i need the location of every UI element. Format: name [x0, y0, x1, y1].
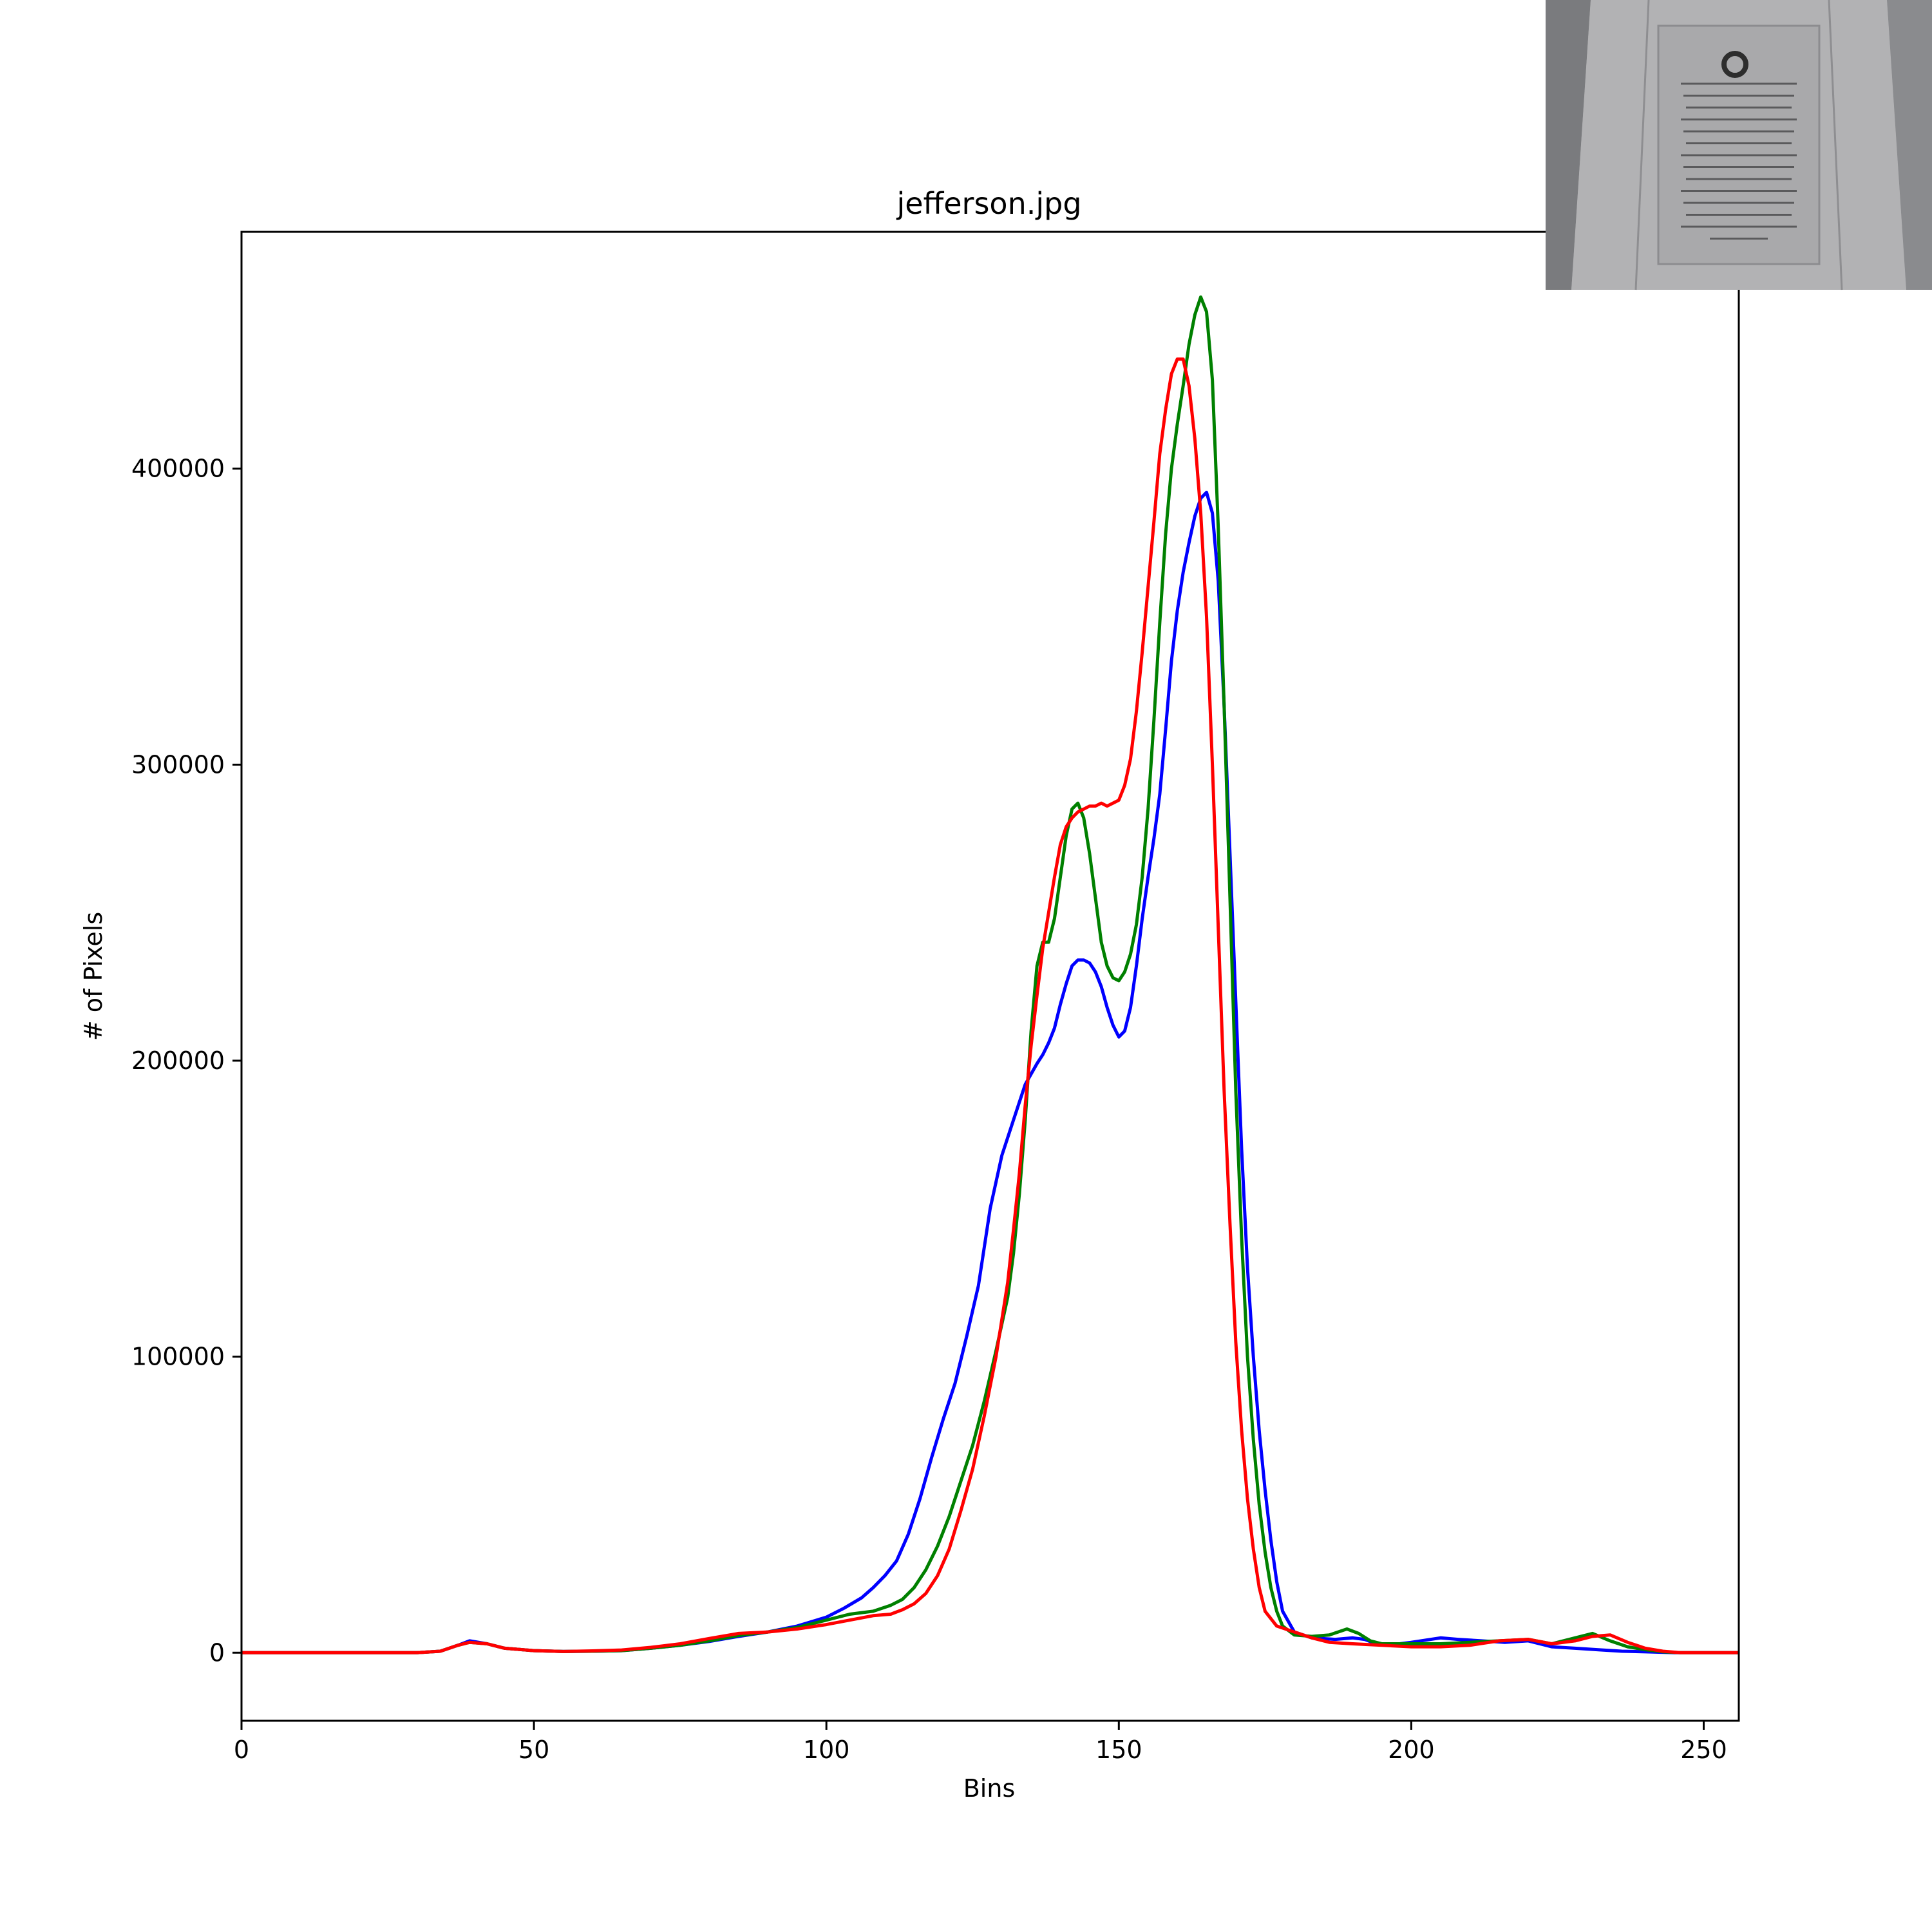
- thumbnail-image: [1546, 0, 1932, 290]
- y-tick-label: 300000: [131, 750, 225, 779]
- y-axis-ticks: 0 100000 200000 300000 400000: [131, 455, 242, 1667]
- x-tick-label: 200: [1388, 1736, 1435, 1764]
- series-layer: [242, 295, 1739, 1654]
- y-axis-label: # of Pixels: [79, 912, 108, 1041]
- y-tick-label: 400000: [131, 455, 225, 483]
- x-axis-ticks: 0 50 100 150 200 250: [234, 1721, 1727, 1764]
- x-tick-label: 0: [234, 1736, 249, 1764]
- y-tick-label: 100000: [131, 1343, 225, 1371]
- x-tick-label: 50: [518, 1736, 549, 1764]
- x-axis-label: Bins: [963, 1774, 1016, 1803]
- y-tick-label: 0: [209, 1638, 225, 1667]
- chart-title: jefferson.jpg: [896, 186, 1081, 221]
- y-tick-label: 200000: [131, 1046, 225, 1075]
- series-line-2: [242, 357, 1739, 1654]
- plot-frame: [240, 231, 1740, 1722]
- series-line-1: [242, 295, 1739, 1654]
- x-tick-label: 250: [1680, 1736, 1727, 1764]
- x-tick-label: 100: [803, 1736, 850, 1764]
- x-tick-label: 150: [1095, 1736, 1142, 1764]
